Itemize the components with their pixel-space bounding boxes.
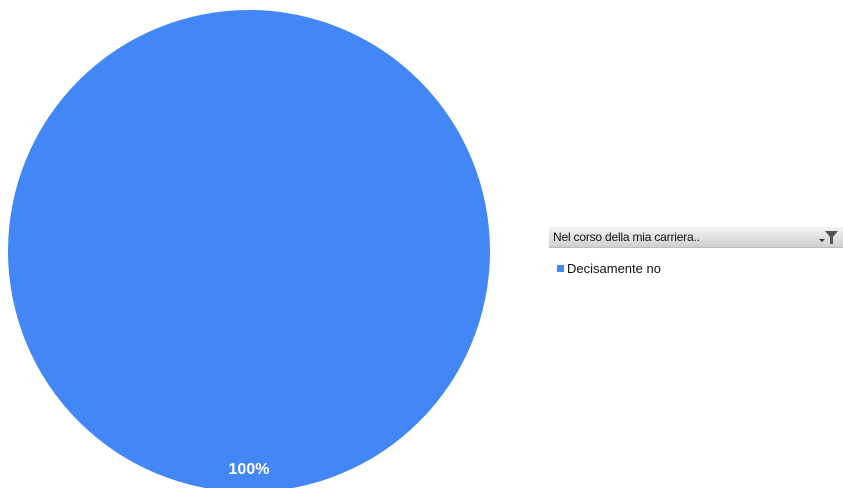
legend-swatch bbox=[557, 264, 564, 272]
pie-slices bbox=[8, 10, 490, 488]
pie-data-labels: 100% bbox=[229, 461, 270, 478]
legend-title: Nel corso della mia carriera.. bbox=[553, 230, 700, 244]
filter-dropdown-icon bbox=[819, 231, 838, 244]
legend-header: Nel corso della mia carriera.. bbox=[549, 227, 843, 248]
pie-data-label: 100% bbox=[229, 461, 270, 478]
filter-dropdown-button[interactable] bbox=[817, 228, 841, 247]
legend-item[interactable]: Decisamente no bbox=[557, 260, 843, 276]
legend-item-label: Decisamente no bbox=[567, 260, 661, 276]
legend-items: Decisamente no bbox=[549, 260, 843, 276]
pie-slice[interactable] bbox=[8, 10, 490, 488]
legend: Nel corso della mia carriera.. Decisamen… bbox=[549, 227, 843, 276]
pie-plot: 100% bbox=[8, 10, 490, 488]
